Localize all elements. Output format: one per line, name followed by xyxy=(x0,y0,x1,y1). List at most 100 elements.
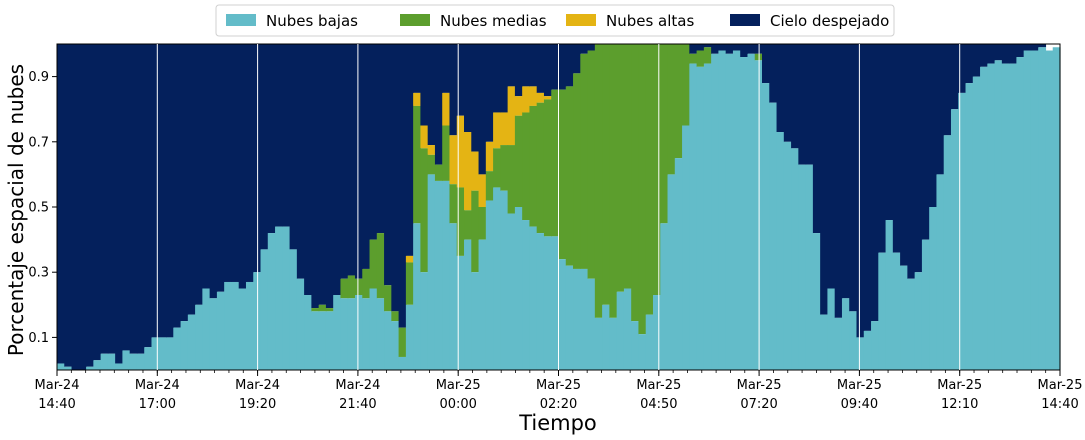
bar-nubes-bajas xyxy=(296,278,305,370)
bar-cielo-despejado xyxy=(325,44,334,309)
plot-area xyxy=(56,43,1061,371)
bar-cielo-despejado xyxy=(871,44,879,322)
bar-cielo-despejado xyxy=(863,44,872,331)
bar-nubes-medias xyxy=(325,308,334,312)
bar-cielo-despejado xyxy=(573,44,581,74)
bar-nubes-bajas xyxy=(129,353,138,370)
legend-label: Nubes bajas xyxy=(266,12,358,30)
bar-nubes-bajas xyxy=(1052,47,1061,370)
bar-nubes-bajas xyxy=(769,102,778,371)
bar-nubes-altas xyxy=(442,92,451,126)
bar-cielo-despejado xyxy=(216,44,225,292)
bar-nubes-medias xyxy=(493,148,501,188)
bar-cielo-despejado xyxy=(718,44,727,51)
bar-nubes-bajas xyxy=(696,66,705,370)
bar-nubes-bajas xyxy=(602,304,610,370)
bar-nubes-medias xyxy=(602,44,610,305)
bar-nubes-bajas xyxy=(725,53,734,370)
bar-cielo-despejado xyxy=(376,44,385,234)
bar-cielo-despejado xyxy=(464,44,472,133)
bar-cielo-despejado xyxy=(333,44,342,296)
bar-nubes-bajas xyxy=(485,200,494,370)
bar-nubes-medias xyxy=(667,44,676,175)
bar-cielo-despejado xyxy=(762,44,770,84)
bar-nubes-medias xyxy=(442,125,451,181)
bar-nubes-bajas xyxy=(980,66,988,370)
bar-nubes-bajas xyxy=(638,334,647,370)
bar-nubes-medias xyxy=(638,44,647,335)
bar-nubes-medias xyxy=(609,44,618,318)
bar-cielo-despejado xyxy=(71,44,80,370)
bar-nubes-bajas xyxy=(267,233,276,370)
bar-cielo-despejado xyxy=(543,44,552,97)
bar-cielo-despejado xyxy=(500,44,509,113)
bar-nubes-bajas xyxy=(536,233,545,370)
bar-nubes-medias xyxy=(420,148,429,273)
bar-nubes-medias xyxy=(340,278,349,299)
bar-cielo-despejado xyxy=(282,44,291,227)
bar-cielo-despejado xyxy=(551,44,560,90)
x-tick-label-time: 14:40 xyxy=(1041,397,1078,412)
bar-nubes-medias xyxy=(427,154,436,175)
bar-nubes-bajas xyxy=(543,236,552,370)
bar-nubes-bajas xyxy=(914,272,923,370)
bar-cielo-despejado xyxy=(921,44,930,240)
bar-cielo-despejado xyxy=(725,44,734,54)
bar-cielo-despejado xyxy=(980,44,988,67)
bar-nubes-bajas xyxy=(122,350,131,370)
bar-cielo-despejado xyxy=(260,44,269,250)
bar-nubes-bajas xyxy=(398,356,407,370)
bar-nubes-medias xyxy=(449,184,458,224)
bar-cielo-despejado xyxy=(158,44,167,338)
bar-nubes-bajas xyxy=(965,83,974,371)
bar-cielo-despejado xyxy=(224,44,233,282)
bar-nubes-bajas xyxy=(762,83,770,371)
bar-nubes-bajas xyxy=(805,164,814,370)
bar-nubes-bajas xyxy=(652,295,661,370)
bar-cielo-despejado xyxy=(296,44,305,279)
bar-cielo-despejado xyxy=(78,44,87,370)
bar-nubes-altas xyxy=(485,141,494,172)
bar-nubes-medias xyxy=(478,207,487,240)
legend-swatch xyxy=(566,14,596,26)
x-tick-label-time: 00:00 xyxy=(439,397,476,412)
bar-cielo-despejado xyxy=(514,44,523,97)
bar-nubes-bajas xyxy=(362,298,371,370)
bar-nubes-bajas xyxy=(798,164,807,370)
bar-cielo-despejado xyxy=(122,44,131,351)
bar-nubes-altas xyxy=(522,86,531,113)
bar-cielo-despejado xyxy=(449,44,458,136)
bar-nubes-medias xyxy=(594,44,603,318)
bar-nubes-medias xyxy=(660,44,669,224)
bar-cielo-despejado xyxy=(245,44,254,282)
bar-nubes-altas xyxy=(420,125,429,149)
bar-nubes-bajas xyxy=(333,295,342,370)
bar-cielo-despejado xyxy=(994,44,1003,61)
bar-cielo-despejado xyxy=(485,44,494,142)
bar-nubes-bajas xyxy=(173,327,182,370)
bar-cielo-despejado xyxy=(311,44,320,309)
bar-nubes-medias xyxy=(507,145,516,214)
bar-cielo-despejado xyxy=(827,44,836,289)
bar-nubes-medias xyxy=(391,311,400,322)
bar-cielo-despejado xyxy=(478,44,487,175)
bar-nubes-bajas xyxy=(1016,57,1025,370)
legend-swatch xyxy=(730,14,760,26)
bar-cielo-despejado xyxy=(115,44,124,364)
legend-label: Nubes altas xyxy=(606,12,694,30)
bar-nubes-bajas xyxy=(136,353,145,370)
bar-nubes-medias xyxy=(500,145,509,191)
bar-nubes-bajas xyxy=(238,288,247,370)
bar-cielo-despejado xyxy=(776,44,785,133)
bar-nubes-bajas xyxy=(1030,50,1039,371)
bar-nubes-bajas xyxy=(187,314,196,370)
x-tick-label-time: 21:40 xyxy=(339,397,376,412)
bar-cielo-despejado xyxy=(907,44,916,279)
x-tick-label-time: 17:00 xyxy=(139,397,176,412)
bar-nubes-medias xyxy=(696,50,705,67)
bar-nubes-bajas xyxy=(1001,63,1010,371)
bar-nubes-bajas xyxy=(565,265,574,370)
bar-nubes-bajas xyxy=(500,190,509,370)
bar-cielo-despejado xyxy=(747,44,756,54)
bar-nubes-bajas xyxy=(660,223,669,370)
